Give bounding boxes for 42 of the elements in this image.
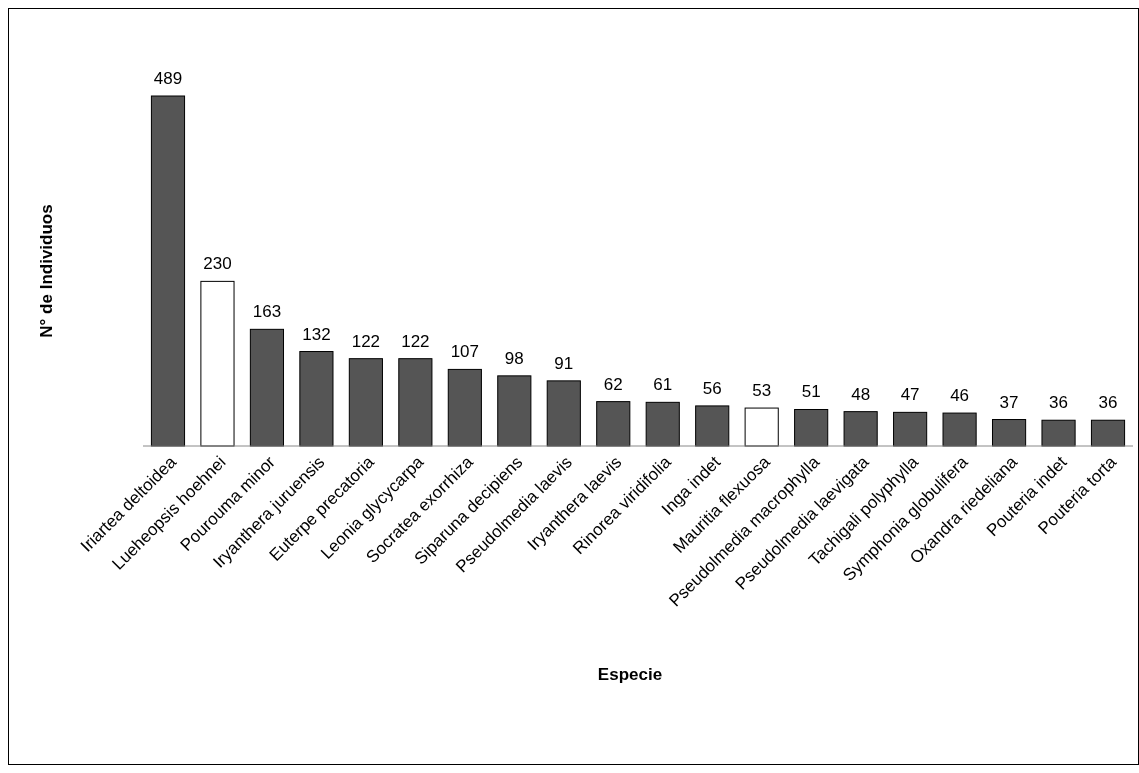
bar [447, 368, 482, 447]
bar [794, 409, 829, 447]
data-label: 230 [203, 254, 232, 274]
bar [991, 419, 1027, 447]
y-axis-title: N° de Individuos [37, 204, 56, 338]
bar [299, 351, 334, 447]
bar [942, 412, 977, 447]
data-label: 489 [153, 69, 183, 88]
data-label: 51 [801, 382, 821, 402]
data-label: 132 [302, 324, 331, 344]
bar [843, 411, 878, 447]
data-label: 122 [401, 331, 430, 351]
x-axis-title: Especie [597, 665, 663, 684]
bar [596, 401, 631, 447]
data-label: 107 [450, 342, 480, 362]
data-label: 53 [752, 381, 772, 401]
bar [249, 328, 285, 447]
data-label: 62 [603, 374, 623, 394]
data-label: 36 [1098, 393, 1118, 413]
data-label: 122 [351, 331, 381, 351]
bar [348, 358, 383, 447]
bar [546, 380, 581, 447]
bar [150, 95, 186, 447]
bar [695, 405, 730, 447]
data-label: 47 [900, 385, 920, 405]
data-label: 61 [653, 375, 673, 395]
bar [1041, 419, 1076, 447]
data-label: 56 [702, 378, 722, 398]
bar [744, 407, 779, 447]
data-label: 163 [252, 302, 282, 322]
data-label: 91 [554, 353, 574, 373]
bar [200, 280, 235, 447]
data-label: 98 [504, 348, 524, 368]
bar [645, 401, 680, 447]
bar [893, 411, 928, 447]
bar [1090, 419, 1126, 447]
data-label: 48 [851, 384, 871, 404]
data-label: 36 [1049, 393, 1068, 413]
data-label: 37 [999, 392, 1019, 412]
bar [497, 375, 532, 447]
bar [398, 358, 433, 447]
data-label: 46 [950, 386, 970, 406]
